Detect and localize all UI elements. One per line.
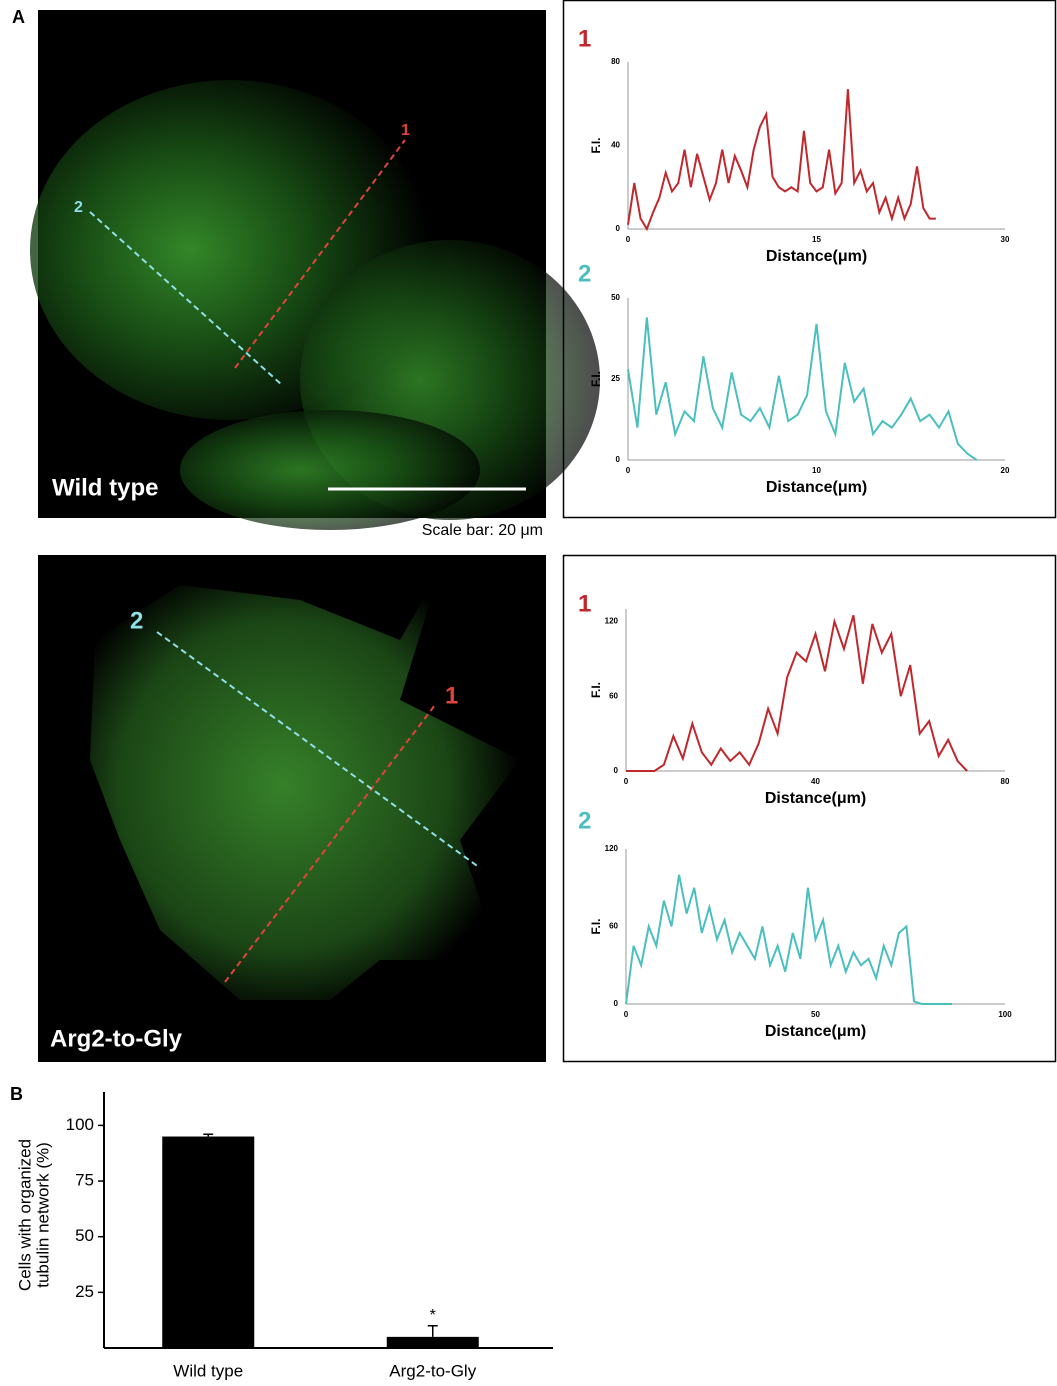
- line-label: 2: [130, 607, 143, 634]
- x-axis-label: Distance(μm): [766, 248, 867, 265]
- x-tick-label: Wild type: [173, 1361, 243, 1380]
- chart-title: 2: [578, 807, 591, 834]
- y-tick-label: 50: [611, 293, 620, 302]
- x-tick-label: 80: [1001, 777, 1010, 786]
- y-tick-label: 0: [614, 766, 619, 775]
- x-tick-label: 0: [626, 466, 631, 475]
- x-tick-label: 100: [998, 1010, 1012, 1019]
- x-tick-label: Arg2-to-Gly: [389, 1361, 476, 1380]
- panel-label: A: [12, 7, 25, 27]
- x-axis-label: Distance(μm): [766, 479, 867, 496]
- x-tick-label: 20: [1001, 466, 1010, 475]
- x-axis-label: Distance(μm): [765, 790, 866, 807]
- y-axis-label: F.I.: [589, 682, 603, 698]
- line-label: 1: [445, 682, 458, 709]
- error-bar: [203, 1134, 213, 1136]
- y-tick-label: 25: [611, 374, 620, 383]
- y-tick-label: 0: [614, 999, 619, 1008]
- image-label: Arg2-to-Gly: [50, 1025, 183, 1052]
- y-tick-label: 100: [66, 1115, 94, 1134]
- annotation: *: [430, 1307, 436, 1324]
- y-tick-label: 120: [605, 844, 619, 853]
- y-axis-label: F.I.: [589, 371, 603, 387]
- x-tick-label: 40: [811, 777, 820, 786]
- y-tick-label: 40: [611, 141, 620, 150]
- chart-title: 1: [578, 590, 591, 617]
- y-tick-label: 60: [609, 922, 618, 931]
- x-tick-label: 0: [624, 1010, 629, 1019]
- y-tick-label: 0: [616, 455, 621, 464]
- line-label: 1: [401, 122, 410, 139]
- profile-frame: [564, 556, 1056, 1062]
- chart-title: 1: [578, 25, 591, 52]
- y-axis-label: tubulin network (%): [33, 1142, 52, 1288]
- y-tick-label: 0: [616, 224, 621, 233]
- x-tick-label: 15: [812, 235, 821, 244]
- bar: [387, 1337, 479, 1348]
- x-tick-label: 0: [624, 777, 629, 786]
- profile-line: [626, 875, 952, 1004]
- x-tick-label: 0: [626, 235, 631, 244]
- y-axis-label: F.I.: [589, 137, 603, 153]
- figure: A B 1 2 Wild type Scale bar: 20 μm 1 2 A…: [0, 0, 1057, 1381]
- chart-title: 2: [578, 260, 591, 287]
- profile-line: [626, 615, 967, 771]
- panel-label: B: [10, 1084, 23, 1104]
- line-label: 2: [74, 199, 83, 216]
- x-tick-label: 50: [811, 1010, 820, 1019]
- y-tick-label: 50: [75, 1226, 94, 1245]
- profile-line: [628, 89, 936, 229]
- scale-bar-label: Scale bar: 20 μm: [422, 522, 543, 539]
- y-tick-label: 75: [75, 1171, 94, 1190]
- y-axis-label: Cells with organized: [15, 1139, 34, 1291]
- error-bar: [428, 1326, 438, 1337]
- y-tick-label: 120: [605, 617, 619, 626]
- x-tick-label: 10: [812, 466, 821, 475]
- image-label: Wild type: [52, 474, 158, 501]
- x-tick-label: 30: [1001, 235, 1010, 244]
- profile-line: [628, 317, 977, 460]
- y-tick-label: 25: [75, 1282, 94, 1301]
- y-axis-label: F.I.: [589, 918, 603, 934]
- y-tick-label: 80: [611, 57, 620, 66]
- x-axis-label: Distance(μm): [765, 1023, 866, 1040]
- y-tick-label: 60: [609, 691, 618, 700]
- micrograph: [30, 10, 600, 530]
- bar: [162, 1137, 254, 1348]
- micrograph: [38, 555, 546, 1062]
